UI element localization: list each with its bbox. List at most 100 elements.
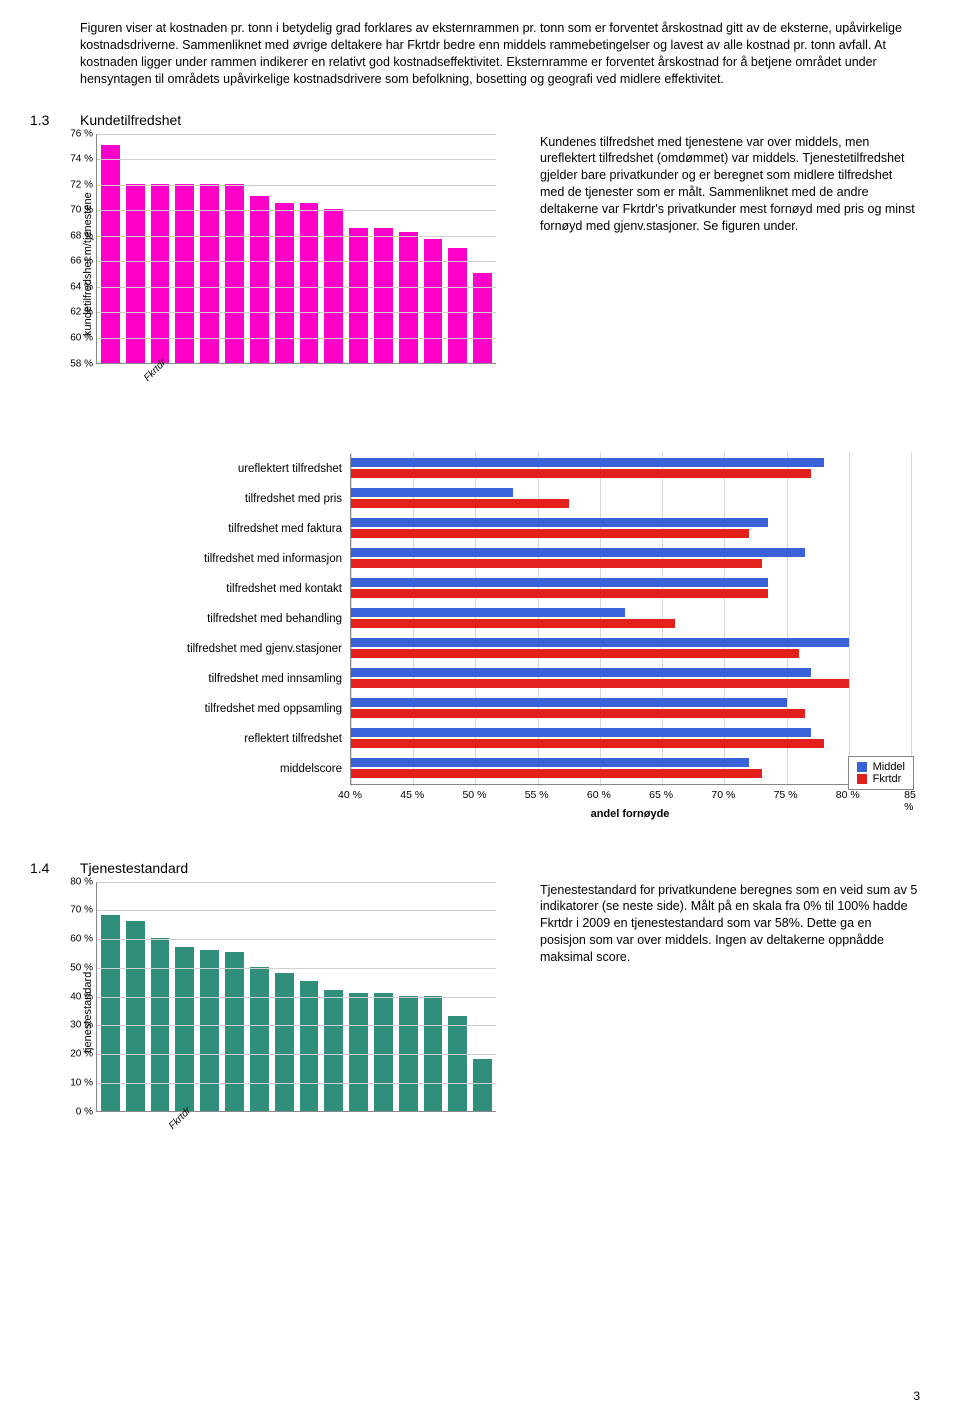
- hchart-bar-fkrtdr: [351, 619, 675, 628]
- chart3-ytick: 30 %: [59, 1020, 93, 1031]
- hchart-bar-fkrtdr: [351, 739, 824, 748]
- hchart-bar-middel: [351, 668, 811, 677]
- legend-blue-label: Middel: [873, 761, 905, 773]
- hchart-category-label: middelscore: [140, 763, 350, 775]
- hchart-xtick: 50 %: [462, 789, 486, 801]
- hchart-bar-middel: [351, 548, 805, 557]
- chart1-ytick: 62 %: [59, 307, 93, 318]
- hchart-bar-middel: [351, 638, 849, 647]
- hchart-xtick: 85 %: [904, 789, 916, 813]
- section-1-4-text: Tjenestestandard for privatkundene bereg…: [540, 882, 920, 1142]
- chart3-bar: [324, 990, 343, 1111]
- chart1-bar: [399, 232, 418, 362]
- chart1-bar: [324, 209, 343, 362]
- satisfaction-breakdown-chart: ureflektert tilfredshet tilfredshet med p…: [140, 454, 910, 820]
- chart3-bar: [473, 1059, 492, 1111]
- chart1-ytick: 58 %: [59, 358, 93, 369]
- chart3-bar: [374, 993, 393, 1111]
- hchart-row: ureflektert tilfredshet: [140, 454, 910, 484]
- section-num: 1.3: [30, 112, 80, 128]
- hchart-category-label: tilfredshet med pris: [140, 493, 350, 505]
- hchart-bar-fkrtdr: [351, 679, 849, 688]
- chart1-ytick: 64 %: [59, 281, 93, 292]
- hchart-category-label: tilfredshet med informasjon: [140, 553, 350, 565]
- chart3-ytick: 10 %: [59, 1077, 93, 1088]
- hchart-row: tilfredshet med pris: [140, 484, 910, 514]
- hchart-bar-middel: [351, 758, 749, 767]
- chart1-ytick: 74 %: [59, 154, 93, 165]
- page-number: 3: [913, 1389, 920, 1403]
- legend-red-label: Fkrtdr: [873, 773, 902, 785]
- chart1-bar: [424, 239, 443, 363]
- hchart-bar-middel: [351, 608, 625, 617]
- hchart-bar-fkrtdr: [351, 499, 569, 508]
- hchart-bar-fkrtdr: [351, 709, 805, 718]
- hchart-category-label: tilfredshet med gjenv.stasjoner: [140, 643, 350, 655]
- chart3-ytick: 40 %: [59, 991, 93, 1002]
- chart3-bar: [399, 996, 418, 1111]
- hchart-x-title: andel fornøyde: [350, 808, 910, 820]
- hchart-category-label: tilfredshet med oppsamling: [140, 703, 350, 715]
- hchart-row: tilfredshet med oppsamling: [140, 694, 910, 724]
- hchart-xtick: 70 %: [711, 789, 735, 801]
- chart3-bar: [349, 993, 368, 1111]
- hchart-bar-fkrtdr: [351, 529, 749, 538]
- chart3-ytick: 80 %: [59, 876, 93, 887]
- chart1-bar: [101, 145, 120, 362]
- hchart-category-label: tilfredshet med faktura: [140, 523, 350, 535]
- chart3-bar: [151, 938, 170, 1111]
- hchart-xtick: 80 %: [836, 789, 860, 801]
- hchart-bar-fkrtdr: [351, 469, 811, 478]
- customer-satisfaction-chart: kundetilfredshet m/tjenestene 58 %60 %62…: [80, 134, 520, 394]
- hchart-row: tilfredshet med faktura: [140, 514, 910, 544]
- hchart-row: tilfredshet med gjenv.stasjoner: [140, 634, 910, 664]
- section-1-3-text: Kundenes tilfredshet med tjenestene var …: [540, 134, 920, 394]
- section-title: Kundetilfredshet: [80, 112, 181, 128]
- hchart-bar-middel: [351, 578, 768, 587]
- hchart-legend: Middel Fkrtdr: [848, 756, 914, 790]
- hchart-category-label: tilfredshet med kontakt: [140, 583, 350, 595]
- chart3-ytick: 50 %: [59, 962, 93, 973]
- chart1-ytick: 70 %: [59, 205, 93, 216]
- chart3-ytick: 20 %: [59, 1049, 93, 1060]
- hchart-xtick: 60 %: [587, 789, 611, 801]
- hchart-xtick: 55 %: [525, 789, 549, 801]
- chart3-ytick: 60 %: [59, 934, 93, 945]
- hchart-bar-middel: [351, 728, 811, 737]
- hchart-category-label: reflektert tilfredshet: [140, 733, 350, 745]
- chart3-bar: [101, 915, 120, 1111]
- chart3-bar: [275, 973, 294, 1111]
- hchart-xtick: 65 %: [649, 789, 673, 801]
- chart3-bar: [300, 981, 319, 1110]
- chart3-bar: [448, 1016, 467, 1111]
- hchart-bar-fkrtdr: [351, 559, 762, 568]
- chart3-bar: [175, 947, 194, 1111]
- chart1-bar: [374, 228, 393, 362]
- hchart-category-label: ureflektert tilfredshet: [140, 463, 350, 475]
- hchart-row: tilfredshet med innsamling: [140, 664, 910, 694]
- chart1-ytick: 68 %: [59, 230, 93, 241]
- chart3-bar: [424, 996, 443, 1111]
- hchart-category-label: tilfredshet med behandling: [140, 613, 350, 625]
- chart1-ytick: 76 %: [59, 128, 93, 139]
- service-standard-chart: tjenestestandard 0 %10 %20 %30 %40 %50 %…: [80, 882, 520, 1142]
- hchart-bar-middel: [351, 518, 768, 527]
- section-title: Tjenestestandard: [80, 860, 188, 876]
- hchart-row: reflektert tilfredshet: [140, 724, 910, 754]
- section-1-3-heading: 1.3 Kundetilfredshet: [30, 112, 920, 128]
- hchart-bar-fkrtdr: [351, 589, 768, 598]
- chart1-bar: [349, 228, 368, 362]
- hchart-row: tilfredshet med behandling: [140, 604, 910, 634]
- chart1-bar: [448, 248, 467, 363]
- chart3-y-axis-label: tjenestestandard: [80, 882, 96, 1142]
- section-num: 1.4: [30, 860, 80, 876]
- hchart-bar-fkrtdr: [351, 769, 762, 778]
- hchart-xtick: 45 %: [400, 789, 424, 801]
- chart3-ytick: 0 %: [59, 1106, 93, 1117]
- chart3-bar: [225, 952, 244, 1110]
- hchart-xtick: 40 %: [338, 789, 362, 801]
- hchart-row: tilfredshet med kontakt: [140, 574, 910, 604]
- chart3-ytick: 70 %: [59, 905, 93, 916]
- hchart-row: tilfredshet med informasjon: [140, 544, 910, 574]
- hchart-bar-middel: [351, 458, 824, 467]
